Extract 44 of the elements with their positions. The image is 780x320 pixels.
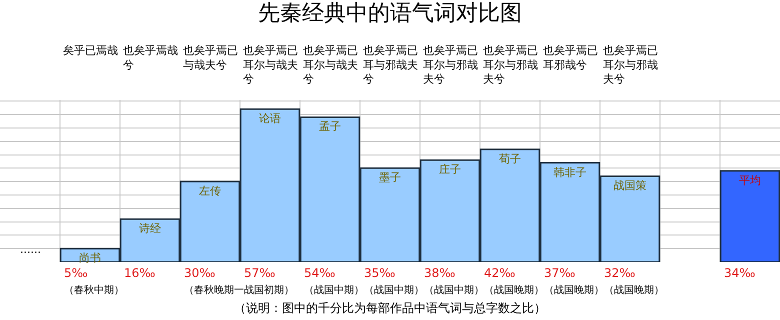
text: （说明：图中的千分比为每部作品中语气词与总字数之比） bbox=[234, 301, 546, 315]
text: 也矣乎焉已耳尔与邪哉夫兮 bbox=[483, 44, 538, 86]
data-label: 32‰ bbox=[604, 266, 636, 280]
x-tick-label: 庄子 bbox=[439, 163, 461, 176]
text: （战国中期） bbox=[364, 284, 424, 296]
text: 也矣乎焉哉兮 bbox=[123, 44, 178, 72]
text: （战国晚期） bbox=[484, 284, 544, 296]
bar bbox=[720, 170, 780, 262]
text: 也矣乎焉已耳尔与哉夫兮 bbox=[303, 44, 358, 86]
text: （战国晚期） bbox=[604, 284, 664, 296]
data-label: 42‰ bbox=[484, 266, 516, 280]
x-tick-label: 诗经 bbox=[139, 222, 161, 236]
text: （战国晚期） bbox=[544, 284, 604, 296]
data-label: 37‰ bbox=[544, 266, 576, 280]
x-tick-label: 平均 bbox=[739, 174, 761, 187]
x-tick-label: 孟子 bbox=[319, 120, 341, 134]
data-label: 30‰ bbox=[184, 266, 216, 280]
text: （春秋中期） bbox=[64, 284, 124, 296]
text: 也矣乎焉已与哉夫兮 bbox=[183, 44, 238, 72]
text: ...... bbox=[20, 243, 41, 256]
x-tick-label: 荀子 bbox=[499, 152, 521, 166]
data-label: 5‰ bbox=[64, 266, 88, 280]
chart-title: 先秦经典中的语气词对比图 bbox=[258, 1, 522, 26]
text: 也矣乎焉已耳尔与哉夫兮 bbox=[243, 44, 298, 86]
text: 矣乎已焉哉 bbox=[63, 44, 118, 57]
text: （战国中期） bbox=[304, 284, 364, 296]
data-label: 34‰ bbox=[724, 266, 756, 280]
x-tick-label: 战国策 bbox=[614, 179, 646, 192]
text: 也矣乎焉已耳邪哉兮 bbox=[543, 44, 598, 72]
text: 也矣乎焉已耳与邪哉夫兮 bbox=[363, 44, 418, 86]
text: （战国中期） bbox=[424, 284, 484, 296]
data-label: 57‰ bbox=[244, 266, 276, 280]
text: 也矣乎焉已耳尔与邪哉夫兮 bbox=[423, 44, 478, 86]
data-label: 54‰ bbox=[304, 266, 336, 280]
data-label: 38‰ bbox=[424, 266, 456, 280]
x-tick-label: 韩非子 bbox=[554, 166, 586, 179]
text: 也矣乎焉已耳尔与邪哉夫兮 bbox=[603, 44, 658, 86]
x-tick-label: 论语 bbox=[259, 112, 281, 126]
x-tick-label: 尚书 bbox=[79, 252, 101, 265]
data-label: 35‰ bbox=[364, 266, 396, 280]
x-tick-label: 左传 bbox=[199, 184, 221, 198]
data-label: 16‰ bbox=[124, 266, 156, 280]
x-tick-label: 墨子 bbox=[379, 171, 401, 184]
text: （春秋晚期一战国初期） bbox=[184, 284, 294, 296]
